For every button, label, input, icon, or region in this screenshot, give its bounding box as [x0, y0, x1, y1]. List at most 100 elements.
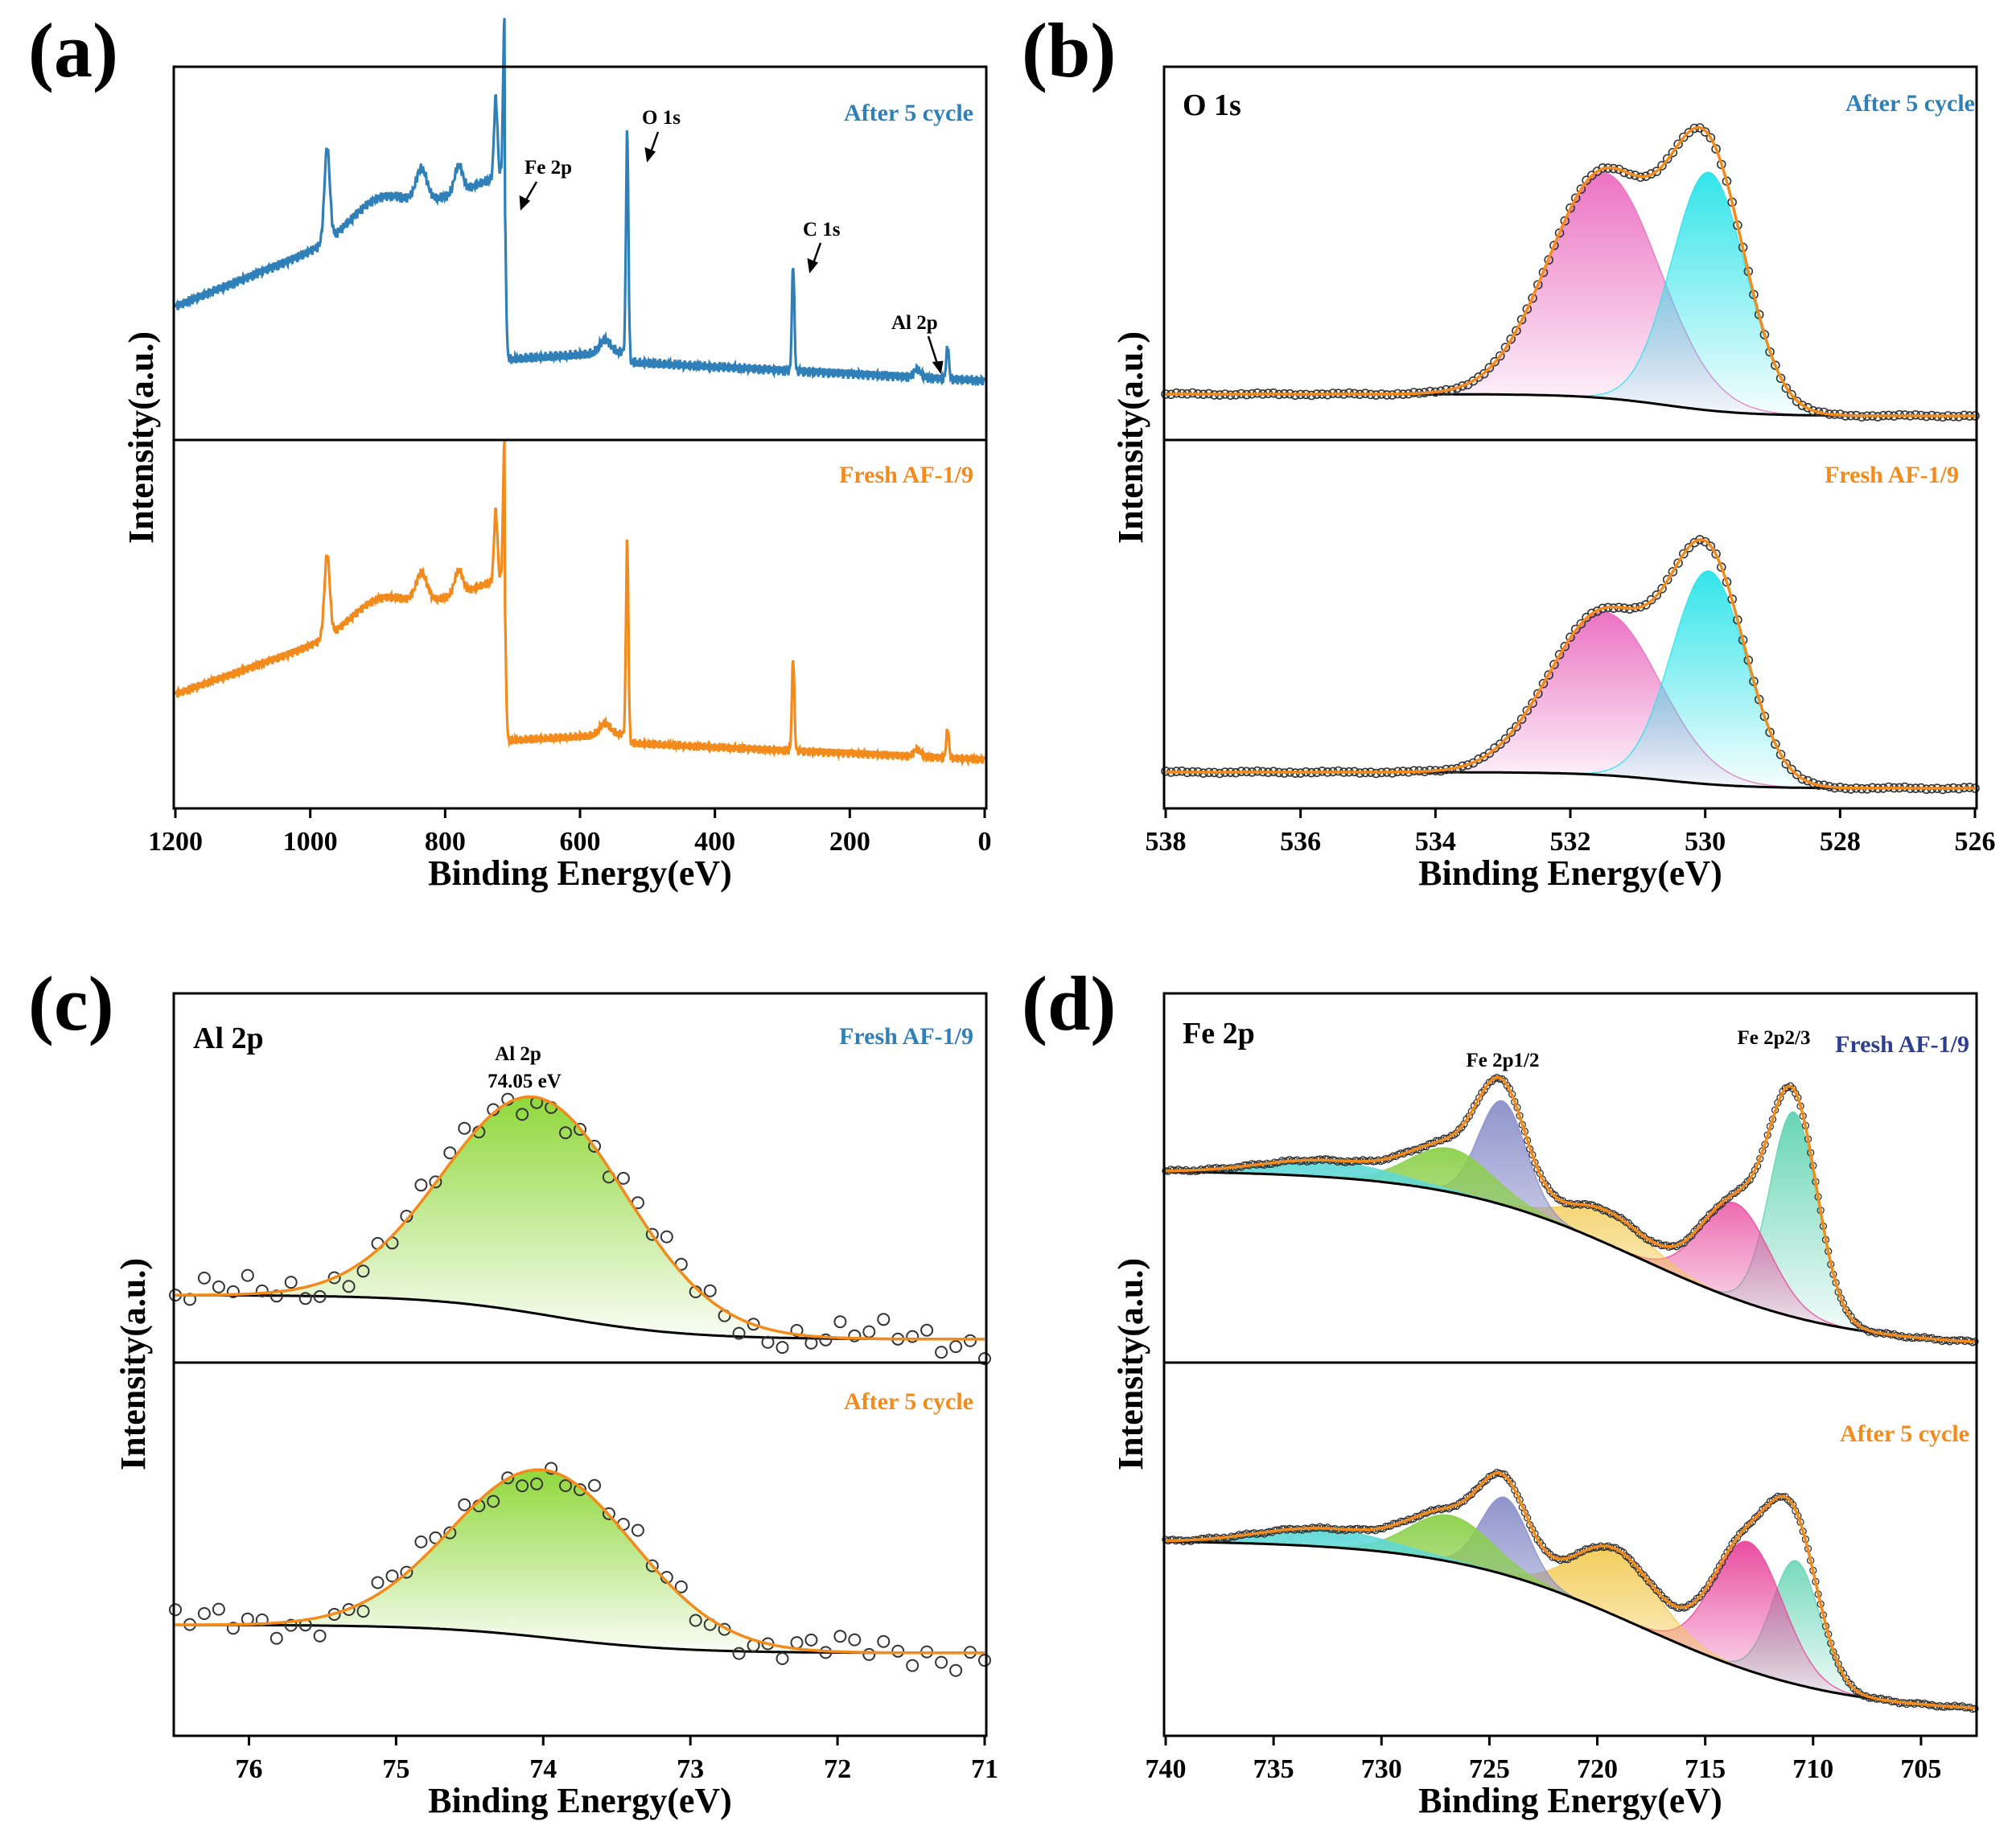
x-tick-label-b-3: 532	[1550, 827, 1591, 857]
baseline-bottom	[1166, 1540, 1976, 1709]
data-point-top	[298, 1292, 312, 1305]
x-tick-label-a-5: 200	[829, 827, 870, 857]
data-point-top	[1627, 1222, 1635, 1230]
fit-component-top-0	[175, 1096, 985, 1340]
panel-c-bottom-sample-label: After 5 cycle	[844, 1388, 973, 1415]
data-point-top	[1693, 1225, 1701, 1233]
data-point-bottom	[1756, 1510, 1764, 1518]
data-point-bottom	[501, 1471, 515, 1485]
data-point-top	[1668, 147, 1678, 158]
data-point-bottom	[949, 1663, 963, 1677]
data-point-top	[1533, 280, 1543, 290]
x-tick-label-c-3: 73	[677, 1754, 704, 1784]
x-tick-label-a-0: 1200	[148, 827, 203, 857]
data-point-top	[978, 1352, 991, 1366]
data-point-top	[1771, 360, 1780, 371]
panel-b-x-title: Binding Energy(eV)	[1418, 853, 1722, 893]
data-point-top	[1554, 228, 1565, 238]
panel-a-plot-area	[174, 18, 986, 767]
fit-envelope-top	[1166, 1075, 1976, 1343]
data-point-top	[703, 1284, 717, 1297]
data-point-bottom	[255, 1613, 269, 1626]
data-point-top	[284, 1276, 298, 1289]
panel-b-y-title: Intensity(a.u.)	[1111, 331, 1150, 544]
data-point-bottom	[1763, 1501, 1771, 1509]
panel-c-x-ticks: 76 75 74 73 72 71	[235, 1736, 998, 1784]
data-point-top	[342, 1280, 356, 1293]
data-point-top	[935, 1346, 948, 1359]
data-point-bottom	[1496, 739, 1505, 750]
data-point-bottom	[602, 1507, 615, 1520]
data-point-top	[1679, 132, 1689, 142]
panel-c-title: Al 2p	[193, 1022, 264, 1055]
data-point-bottom	[1679, 549, 1689, 559]
panel-d-label: (d)	[1022, 960, 1116, 1046]
data-point-bottom	[1668, 566, 1678, 577]
fit-component-top-4	[1165, 1147, 1976, 1342]
data-point-top	[313, 1289, 327, 1303]
data-point-top	[197, 1271, 211, 1285]
data-point-bottom	[1627, 1556, 1635, 1564]
data-point-top	[588, 1140, 601, 1153]
data-point-top	[1522, 304, 1533, 315]
data-point-top	[616, 1171, 630, 1185]
panel-d-frame	[1162, 992, 1978, 1737]
data-point-top	[241, 1268, 254, 1282]
fit-component-top-1	[1165, 1170, 1976, 1342]
data-point-bottom	[1522, 705, 1533, 716]
panel-c-top-sample-label: Fresh AF-1/9	[839, 1023, 973, 1050]
panel-a-frame	[172, 65, 988, 810]
data-point-bottom	[891, 1644, 905, 1658]
data-point-bottom	[1662, 574, 1672, 585]
data-point-top	[949, 1340, 963, 1354]
data-point-bottom	[1512, 722, 1521, 732]
data-point-bottom	[1688, 1600, 1696, 1608]
data-point-bottom	[1775, 750, 1786, 759]
baseline-top	[1165, 1170, 1976, 1343]
data-point-bottom	[313, 1629, 327, 1643]
data-point-bottom	[1684, 543, 1694, 553]
data-point-bottom	[516, 1479, 529, 1493]
x-tick-label-a-1: 1000	[283, 827, 338, 857]
panel-d: (d) 740 735 730 725 720 715 710 705 Binding Ene…	[1022, 960, 1979, 1820]
panel-c: (c) 76 75 74 73 72 71 Binding Energy(eV) Inte…	[28, 960, 998, 1820]
data-point-top	[1479, 368, 1489, 379]
data-point-bottom	[1771, 739, 1780, 749]
data-point-bottom	[1528, 698, 1537, 709]
fit-envelope-bottom	[1166, 1471, 1976, 1710]
data-point-bottom	[1717, 562, 1726, 572]
data-point-top	[920, 1323, 934, 1337]
data-point-bottom	[1646, 594, 1656, 605]
data-point-bottom	[848, 1633, 862, 1647]
data-point-top	[1703, 1215, 1711, 1223]
data-point-bottom	[1741, 1525, 1749, 1534]
data-point-top	[1484, 363, 1495, 373]
data-point-top	[1673, 139, 1683, 150]
data-point-bottom	[1533, 689, 1543, 699]
data-point-bottom	[1576, 619, 1586, 629]
panel-a-x-title: Binding Energy(eV)	[428, 853, 732, 893]
data-point-bottom	[1697, 1590, 1706, 1598]
data-point-bottom	[906, 1659, 920, 1672]
data-point-bottom	[169, 1603, 182, 1617]
data-point-bottom	[1797, 774, 1808, 784]
data-point-top	[1715, 1202, 1724, 1210]
data-point-bottom	[776, 1652, 789, 1665]
data-point-top	[1582, 175, 1591, 185]
data-point-top	[1549, 241, 1559, 251]
annotation-c-1s: C 1s	[803, 219, 841, 241]
panel-c-label: (c)	[28, 960, 114, 1046]
data-point-bottom	[1560, 641, 1570, 652]
data-point-bottom	[1592, 606, 1603, 616]
data-point-top	[761, 1335, 775, 1349]
data-point-top	[1541, 1180, 1549, 1188]
x-tick-label-c-0: 76	[235, 1754, 262, 1784]
data-point-top	[1496, 351, 1505, 361]
data-point-bottom	[1641, 600, 1651, 610]
panel-a-y-title: Intensity(a.u.)	[121, 331, 161, 544]
data-point-bottom	[1673, 558, 1683, 568]
data-point-top	[356, 1264, 370, 1278]
annotation-o-1s: O 1s	[642, 107, 681, 129]
data-point-top	[1690, 1227, 1698, 1236]
data-point-top	[1711, 144, 1721, 154]
